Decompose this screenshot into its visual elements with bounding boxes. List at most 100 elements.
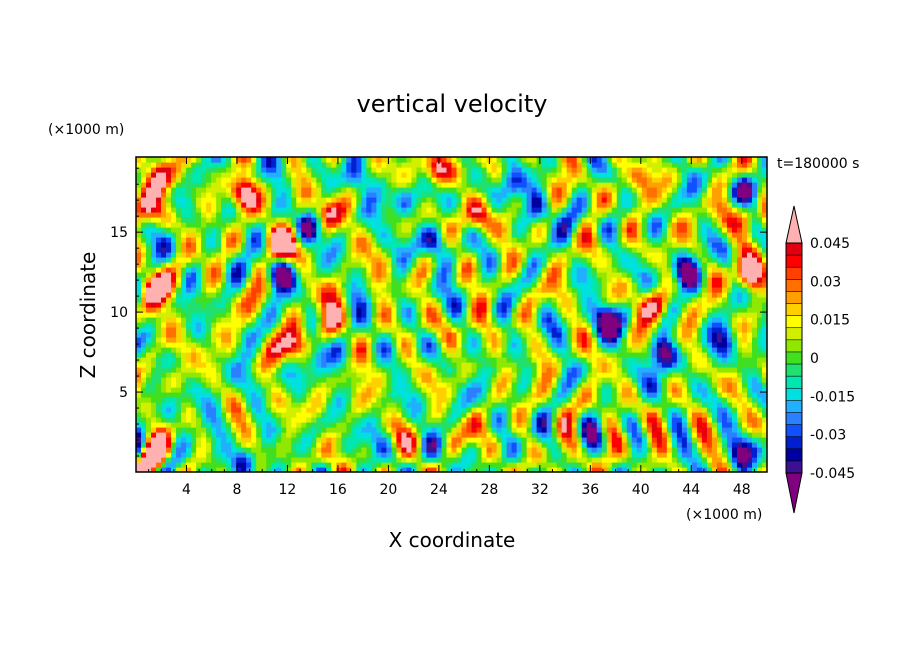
heatmap-cell [591,392,598,398]
heatmap-cell [376,287,382,293]
heatmap-cell [511,412,518,418]
heatmap-cell [221,287,227,293]
heatmap-cell [731,287,738,293]
heatmap-cell [351,417,357,423]
heatmap-cell [711,387,718,393]
heatmap-cell [491,302,498,308]
heatmap-cell [571,312,578,318]
heatmap-cell [346,382,352,388]
heatmap-cell [491,382,498,388]
heatmap-cell [301,277,307,283]
heatmap-cell [541,297,548,303]
heatmap-cell [686,347,693,353]
heatmap-cell [661,282,668,288]
heatmap-cell [701,382,708,388]
heatmap-cell [301,452,307,458]
heatmap-cell [666,312,673,318]
heatmap-cell [476,417,483,423]
heatmap-cell [541,392,548,398]
heatmap-cell [616,342,623,348]
heatmap-cell [661,437,668,443]
heatmap-cell [221,417,227,423]
heatmap-cell [506,412,513,418]
heatmap-cell [451,372,458,378]
heatmap-cell [286,292,292,298]
heatmap-cell [626,432,633,438]
heatmap-cell [281,317,287,323]
heatmap-cell [456,467,463,472]
heatmap-cell [351,377,357,383]
heatmap-cell [641,397,648,403]
heatmap-cell [201,292,207,298]
heatmap-cell [376,312,382,318]
heatmap-cell [761,467,767,472]
heatmap-cell [336,302,342,308]
heatmap-cell [686,327,693,333]
heatmap-cell [636,287,643,293]
heatmap-cell [486,367,493,373]
heatmap-cell [456,397,463,403]
heatmap-cell [301,432,307,438]
heatmap-cell [376,387,382,393]
heatmap-cell [376,457,382,463]
heatmap-cell [186,437,192,443]
heatmap-cell [616,327,623,333]
heatmap-cell [196,327,202,333]
heatmap-cell [381,437,387,443]
heatmap-cell [381,367,387,373]
heatmap-cell [621,312,628,318]
heatmap-cell [296,272,302,278]
heatmap-cell [421,322,428,328]
heatmap-cell [686,462,693,468]
heatmap-cell [391,307,398,313]
heatmap-cell [361,442,367,448]
heatmap-cell [701,397,708,403]
heatmap-cell [526,387,533,393]
heatmap-cell [496,352,503,358]
heatmap-cell [311,277,317,283]
heatmap-cell [356,307,362,313]
heatmap-cell [476,282,483,288]
heatmap-cell [551,427,558,433]
heatmap-cell [546,437,553,443]
heatmap-cell [271,307,277,313]
heatmap-cell [516,457,523,463]
heatmap-cell [431,417,438,423]
heatmap-cell [491,387,498,393]
heatmap-cell [751,447,758,453]
heatmap-cell [601,302,608,308]
heatmap-cell [621,447,628,453]
heatmap-cell [671,337,678,343]
heatmap-cell [356,447,362,453]
heatmap-cell [671,407,678,413]
heatmap-cell [231,372,237,378]
heatmap-cell [451,382,458,388]
heatmap-cell [616,292,623,298]
heatmap-cell [761,277,767,283]
heatmap-cell [701,362,708,368]
heatmap-cell [401,272,408,278]
heatmap-cell [371,427,377,433]
heatmap-cell [326,307,332,313]
heatmap-cell [741,332,748,338]
heatmap-cell [531,432,538,438]
heatmap-cell [316,292,322,298]
heatmap-cell [586,432,593,438]
heatmap-cell [756,417,763,423]
heatmap-cell [146,282,152,288]
heatmap-cell [556,312,563,318]
heatmap-cell [451,322,458,328]
heatmap-cell [231,452,237,458]
heatmap-cell [166,397,172,403]
heatmap-cell [526,357,533,363]
heatmap-cell [256,312,262,318]
heatmap-cell [386,407,393,413]
heatmap-cell [496,427,503,433]
heatmap-cell [456,437,463,443]
heatmap-cell [336,422,342,428]
heatmap-cell [721,347,728,353]
heatmap-cell [631,432,638,438]
heatmap-cell [681,352,688,358]
heatmap-cell [371,302,377,308]
heatmap-cell [541,282,548,288]
